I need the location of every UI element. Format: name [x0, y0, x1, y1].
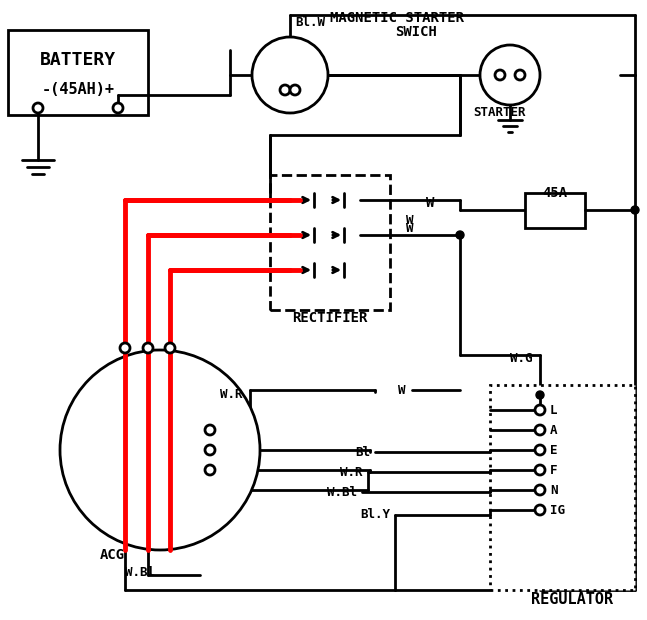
Circle shape [205, 445, 215, 455]
Text: Bl.Y: Bl.Y [360, 508, 390, 521]
Text: E: E [550, 443, 558, 456]
Text: 45A: 45A [542, 186, 567, 200]
Circle shape [535, 425, 545, 435]
Circle shape [535, 465, 545, 475]
Circle shape [143, 343, 153, 353]
Text: W: W [426, 196, 434, 210]
Text: Bl: Bl [355, 446, 370, 459]
Circle shape [535, 485, 545, 495]
Circle shape [536, 391, 544, 399]
Bar [525, 193, 585, 228]
Text: A: A [550, 423, 558, 436]
Text: W: W [406, 213, 413, 226]
Text: W.Bl: W.Bl [327, 485, 357, 498]
Circle shape [205, 425, 215, 435]
Text: L: L [550, 404, 558, 417]
Circle shape [480, 45, 540, 105]
Text: W: W [399, 384, 406, 397]
Text: MAGNETIC STARTER: MAGNETIC STARTER [330, 11, 464, 25]
Text: BATTERY: BATTERY [40, 51, 116, 69]
Circle shape [495, 70, 505, 80]
Bar [490, 385, 635, 590]
Text: ACG: ACG [100, 548, 125, 562]
Circle shape [631, 206, 639, 214]
Text: W.Bl: W.Bl [125, 565, 155, 578]
Circle shape [33, 103, 43, 113]
Circle shape [535, 445, 545, 455]
Text: F: F [550, 464, 558, 477]
Text: N: N [550, 484, 558, 497]
Circle shape [535, 405, 545, 415]
Circle shape [515, 70, 525, 80]
Text: STARTER: STARTER [474, 107, 526, 120]
Text: W.G: W.G [510, 352, 532, 365]
Text: W.R: W.R [340, 466, 363, 479]
Circle shape [205, 465, 215, 475]
Bar [270, 175, 390, 310]
Text: REGULATOR: REGULATOR [531, 593, 613, 608]
Circle shape [120, 343, 130, 353]
Circle shape [60, 350, 260, 550]
Circle shape [456, 231, 464, 239]
Circle shape [535, 505, 545, 515]
Circle shape [165, 343, 175, 353]
Text: W: W [406, 221, 413, 234]
Text: IG: IG [550, 503, 565, 516]
Text: Bl.W: Bl.W [295, 16, 325, 29]
Circle shape [280, 85, 290, 95]
Circle shape [113, 103, 123, 113]
Text: -(45AH)+: -(45AH)+ [41, 82, 115, 97]
Text: RECTIFIER: RECTIFIER [292, 311, 367, 325]
Circle shape [252, 37, 328, 113]
Bar [8, 30, 148, 115]
Text: SWICH: SWICH [395, 25, 437, 39]
Circle shape [290, 85, 300, 95]
Text: W.R: W.R [220, 389, 243, 402]
